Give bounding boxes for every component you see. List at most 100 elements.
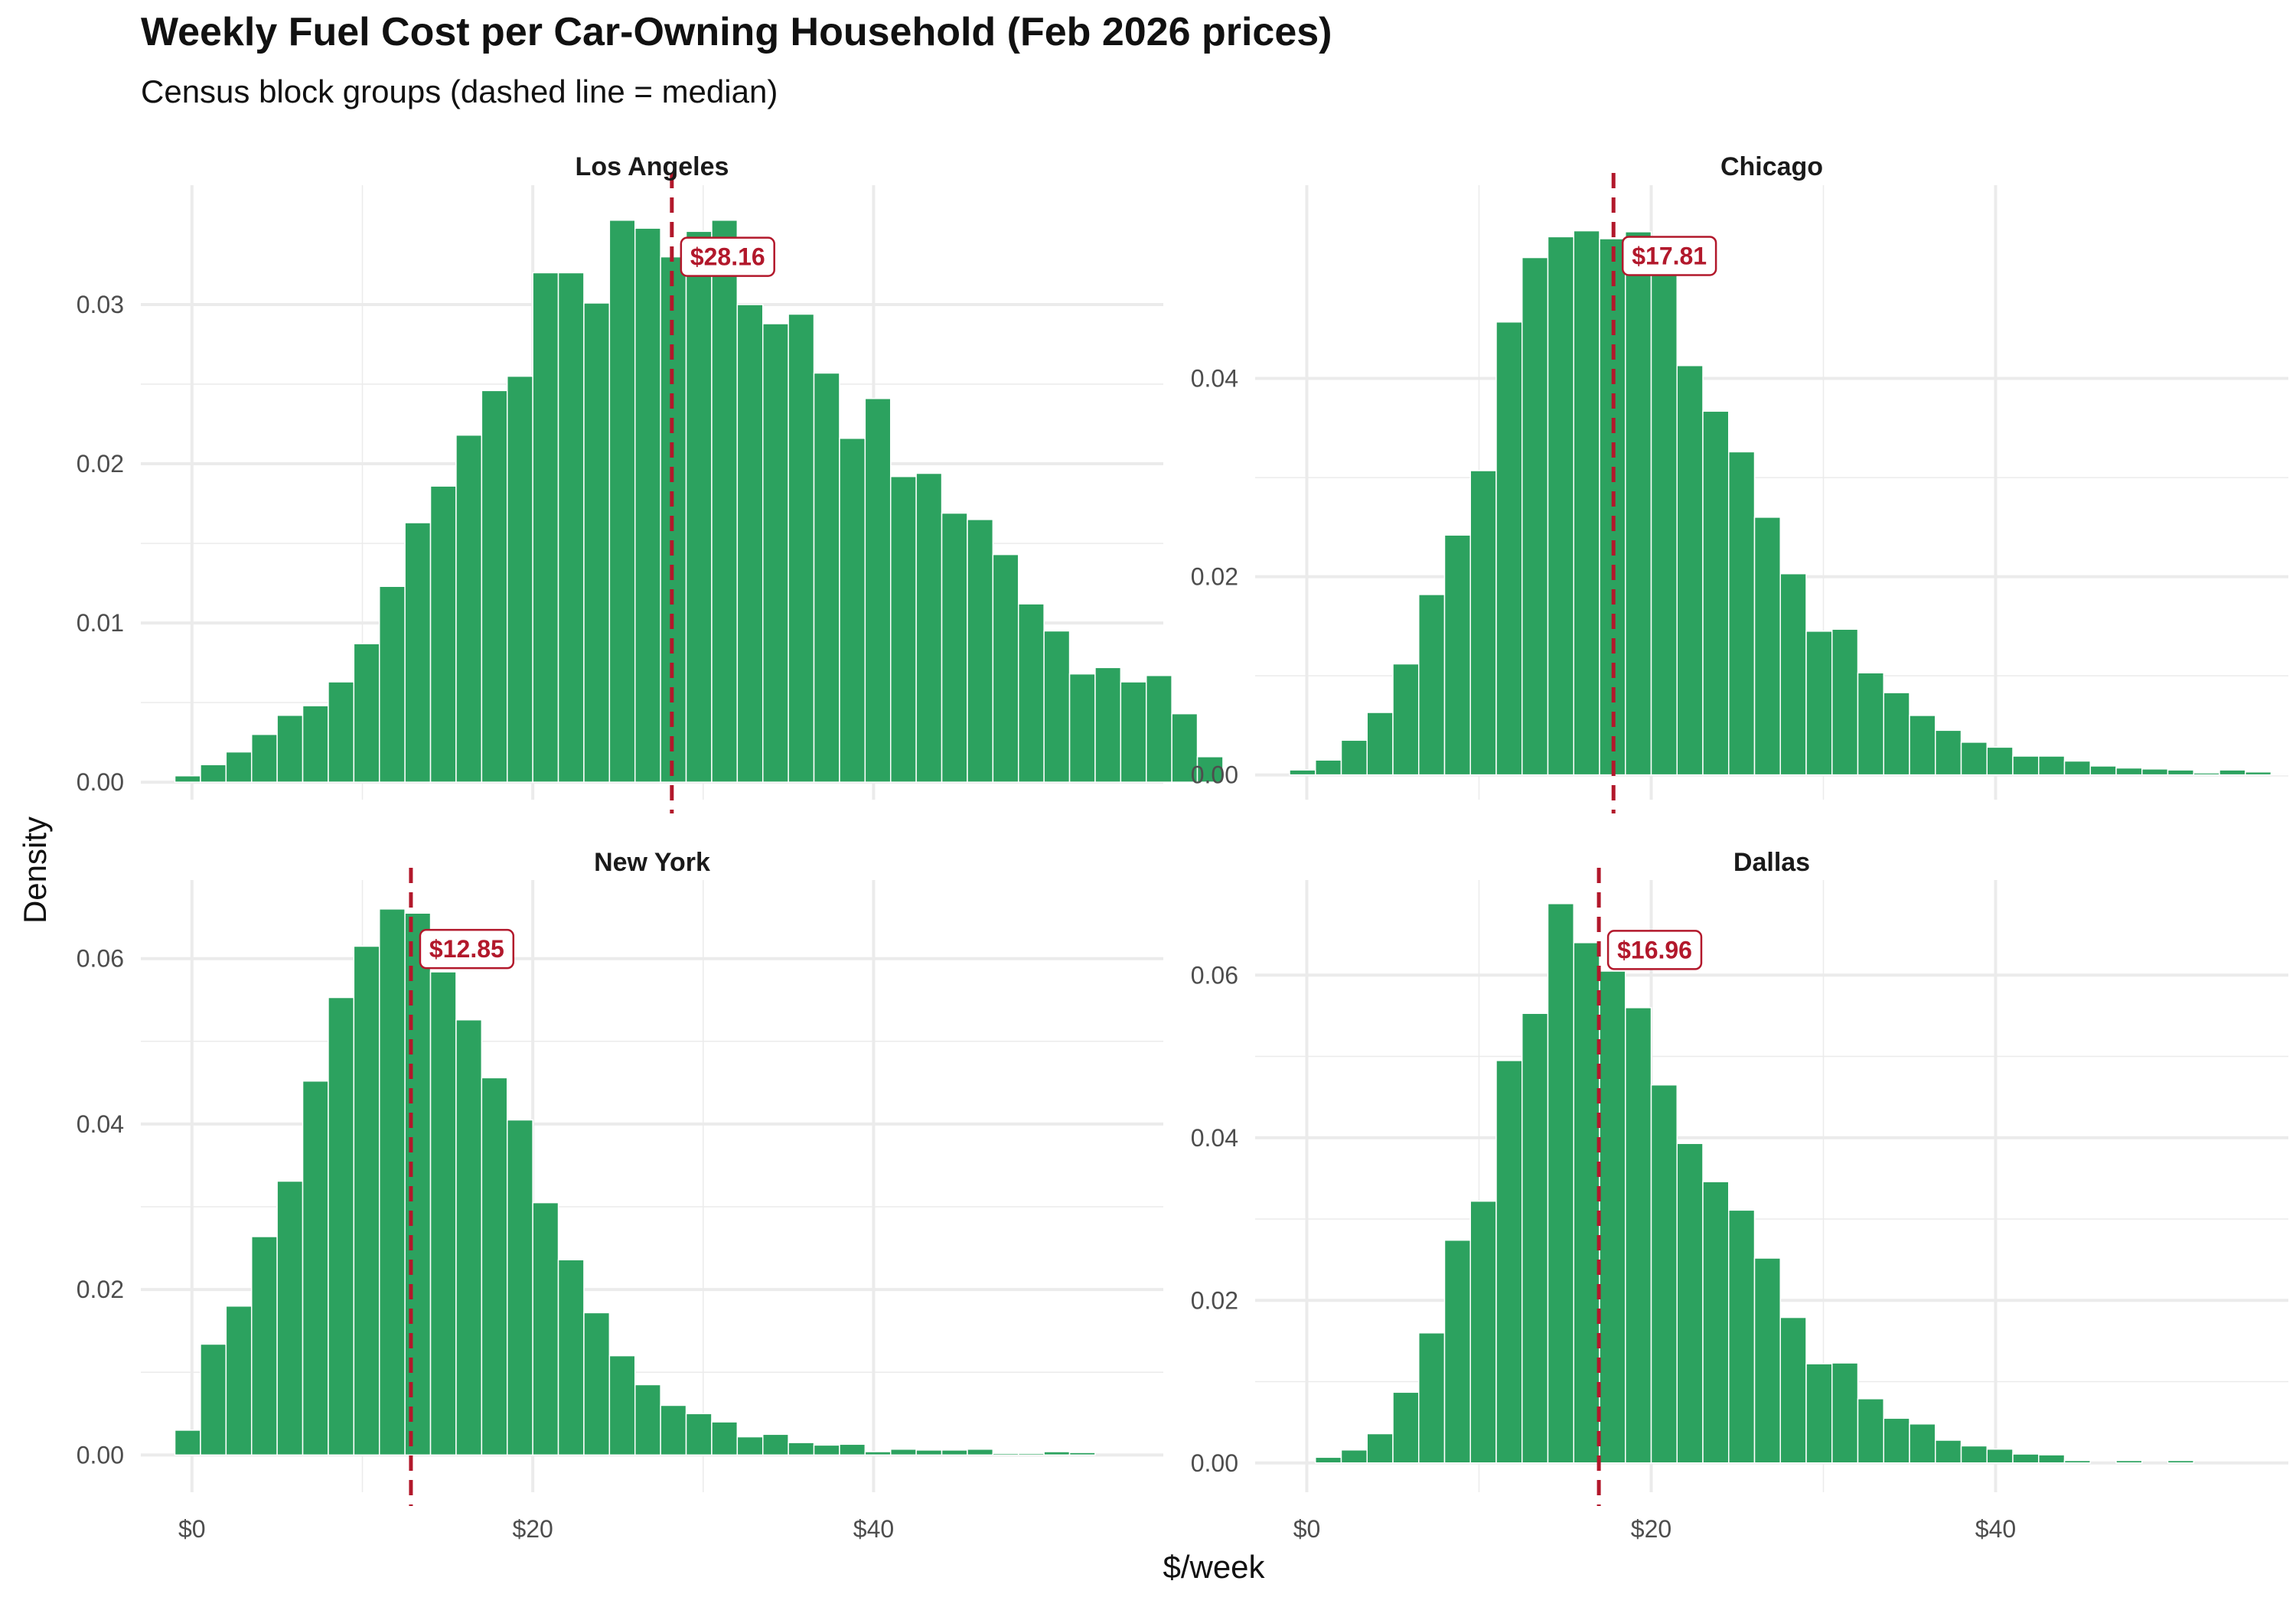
histogram-bar	[1935, 1439, 1962, 1464]
median-label-text: $16.96	[1617, 936, 1692, 963]
histogram-bar	[455, 1019, 483, 1456]
histogram-bar	[2245, 771, 2272, 776]
histogram-bar	[557, 1259, 585, 1456]
median-label-box	[1606, 930, 1703, 970]
histogram-bar	[1805, 631, 1833, 776]
x-tick-label: $40	[853, 1515, 894, 1543]
histogram-bar	[1340, 1449, 1368, 1464]
histogram-bar	[1986, 746, 2014, 776]
histogram-bar	[1573, 230, 1600, 776]
histogram-bar	[1909, 1423, 1936, 1464]
histogram-bar	[276, 1180, 304, 1456]
histogram-bar	[839, 1443, 866, 1456]
histogram-bar	[1702, 1181, 1730, 1464]
histogram-bar	[353, 643, 380, 783]
median-label: $28.16	[680, 236, 775, 277]
y-tick-label: 0.02	[1191, 1286, 1238, 1314]
histogram-bar	[1392, 663, 1420, 776]
histogram-bar	[1289, 769, 1316, 776]
histogram-bar	[481, 390, 508, 783]
histogram-bar	[608, 220, 636, 783]
y-tick-label: 0.00	[77, 1441, 124, 1468]
histogram-bar	[2115, 1459, 2143, 1464]
histogram-bar	[1521, 1012, 1549, 1464]
y-tick-label: 0.02	[1191, 563, 1238, 591]
histogram-bar	[1573, 942, 1600, 1464]
histogram-bar	[557, 272, 585, 783]
y-tick-label: 0.01	[77, 609, 124, 637]
histogram-bar	[2038, 755, 2066, 776]
median-label-text: $17.81	[1632, 242, 1707, 269]
histogram-bar	[1443, 534, 1471, 776]
histogram-bar	[276, 714, 304, 783]
histogram-bar	[1418, 594, 1446, 776]
panel-new-york: $12.85 New York 0.00 0.02 0.04 0.06 $0 $20 $40	[77, 848, 1224, 1543]
histogram-bar	[711, 220, 739, 783]
histogram-bar	[404, 912, 432, 1456]
histogram-bar	[762, 323, 789, 783]
histogram-bar	[736, 1436, 764, 1456]
histogram-bar	[1857, 1398, 1884, 1464]
histogram-bar	[762, 1433, 789, 1456]
histogram-bar	[225, 751, 253, 783]
histogram-bar	[1094, 667, 1122, 783]
median-label-text: $12.85	[429, 935, 504, 963]
histogram-bar	[250, 733, 278, 783]
panel-chicago: $17.81 Chicago 0.00 0.02 0.04	[1191, 152, 2296, 813]
histogram-bar	[1043, 630, 1071, 783]
histogram-bar	[864, 398, 892, 783]
panel-title: Dallas	[1733, 848, 1810, 877]
histogram-bar	[1625, 1007, 1652, 1464]
chart-subtitle: Census block groups (dashed line = media…	[141, 73, 778, 109]
panel-dallas: $16.96 Dallas 0.00 0.02 0.04 0.06 $0 $20 $40	[1191, 848, 2288, 1543]
histogram-bar	[1392, 1391, 1420, 1464]
histogram-bar	[1831, 628, 1859, 776]
histogram-bar	[2193, 772, 2220, 776]
histogram-bar	[455, 434, 483, 783]
x-tick-label: $20	[512, 1515, 553, 1543]
histogram-bar	[2167, 1459, 2194, 1464]
y-tick-label: 0.04	[1191, 1124, 1238, 1152]
histogram-bar	[1547, 903, 1574, 1464]
y-tick-label: 0.04	[1191, 365, 1238, 393]
y-tick-label: 0.02	[77, 450, 124, 478]
histogram-bar	[200, 764, 227, 783]
median-label: $16.96	[1606, 930, 1703, 970]
histogram-bar	[1986, 1448, 2014, 1464]
histogram-bar	[1650, 262, 1678, 776]
histogram-bar	[839, 438, 866, 783]
histogram-bar	[1196, 1453, 1224, 1456]
y-tick-label: 0.00	[1191, 761, 1238, 789]
histogram-bar	[889, 1449, 917, 1456]
histogram-bar	[889, 475, 917, 783]
histogram-bar	[711, 1421, 739, 1456]
histogram-bar	[915, 472, 943, 783]
histogram-bar	[378, 908, 406, 1456]
median-label-box	[680, 236, 775, 277]
histogram-bar	[1547, 236, 1574, 776]
histogram-bar	[685, 1413, 713, 1456]
histogram-bar	[1068, 1452, 1096, 1456]
histogram-bar	[404, 522, 432, 783]
histogram-bar	[1728, 1209, 1756, 1464]
y-tick-label: 0.02	[77, 1276, 124, 1303]
histogram-bar	[378, 585, 406, 783]
histogram-bar	[1753, 517, 1781, 776]
y-tick-label: 0.06	[1191, 961, 1238, 989]
x-axis-label: $/week	[1163, 1549, 1265, 1585]
histogram-bar	[1960, 1445, 1988, 1464]
histogram-bar	[1145, 674, 1172, 783]
histogram-bar	[634, 227, 661, 783]
histogram-bar	[1779, 1316, 1807, 1464]
histogram-bar	[1366, 712, 1394, 776]
histogram-bar	[1196, 756, 1224, 783]
histogram-bar	[1017, 1452, 1045, 1456]
histogram-bar	[225, 1305, 253, 1456]
median-label-box	[419, 928, 515, 970]
histogram-bar	[250, 1236, 278, 1456]
panel-los-angeles: $28.16 Los Angeles 0.00 0.01 0.02 0.03	[77, 152, 1224, 813]
histogram-bar	[1728, 451, 1756, 776]
histogram-bar	[2063, 1459, 2091, 1464]
histogram-bar	[660, 1404, 687, 1456]
